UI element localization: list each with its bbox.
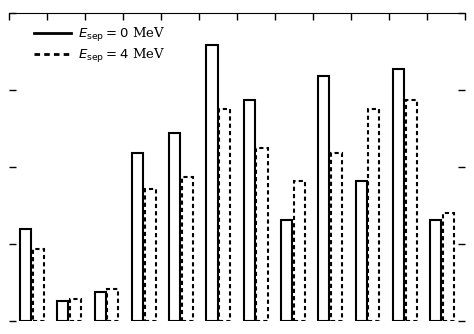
Bar bbox=[356, 181, 367, 321]
Bar bbox=[20, 229, 31, 321]
Bar bbox=[182, 177, 193, 321]
Bar bbox=[368, 110, 380, 321]
Bar bbox=[169, 133, 180, 321]
Bar bbox=[443, 213, 454, 321]
Bar bbox=[57, 301, 68, 321]
Bar bbox=[256, 148, 268, 321]
Bar bbox=[132, 153, 143, 321]
Bar bbox=[206, 44, 218, 321]
Bar bbox=[331, 153, 342, 321]
Bar bbox=[33, 248, 44, 321]
Bar bbox=[393, 68, 404, 321]
Bar bbox=[70, 299, 81, 321]
Bar bbox=[406, 100, 417, 321]
Bar bbox=[219, 110, 230, 321]
Bar bbox=[430, 220, 441, 321]
Bar bbox=[244, 100, 255, 321]
Bar bbox=[107, 290, 118, 321]
Bar bbox=[145, 189, 155, 321]
Bar bbox=[319, 76, 329, 321]
Bar bbox=[281, 220, 292, 321]
Bar bbox=[94, 292, 106, 321]
Bar bbox=[294, 181, 305, 321]
Legend: $E_{\mathrm{sep}} = 0$ MeV, $E_{\mathrm{sep}} = 4$ MeV: $E_{\mathrm{sep}} = 0$ MeV, $E_{\mathrm{… bbox=[34, 26, 165, 65]
